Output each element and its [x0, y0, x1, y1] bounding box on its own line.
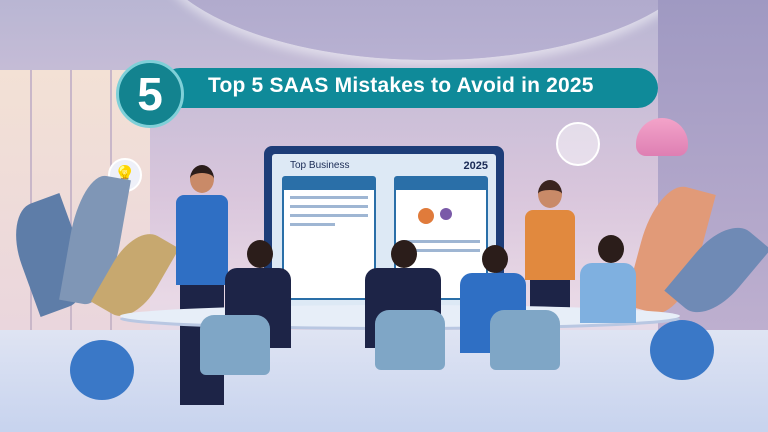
document-icon — [556, 122, 600, 166]
plant-pot-right — [650, 320, 714, 380]
chair — [490, 310, 560, 370]
banner-title: Top 5 SAAS Mistakes to Avoid in 2025 — [208, 74, 594, 97]
screen-panel-left — [282, 176, 376, 300]
screen-year: 2025 — [463, 160, 488, 172]
chair — [375, 310, 445, 370]
screen-title: Top Business — [290, 160, 350, 171]
presenter-woman — [520, 180, 580, 380]
title-banner — [160, 68, 658, 108]
plant-pot-left — [70, 340, 134, 400]
ceiling-arch — [150, 0, 710, 60]
pendant-lamp — [636, 118, 688, 156]
number-badge: 5 — [116, 60, 184, 128]
chair — [200, 315, 270, 375]
attendee — [580, 235, 640, 365]
presenter-man — [170, 165, 230, 415]
